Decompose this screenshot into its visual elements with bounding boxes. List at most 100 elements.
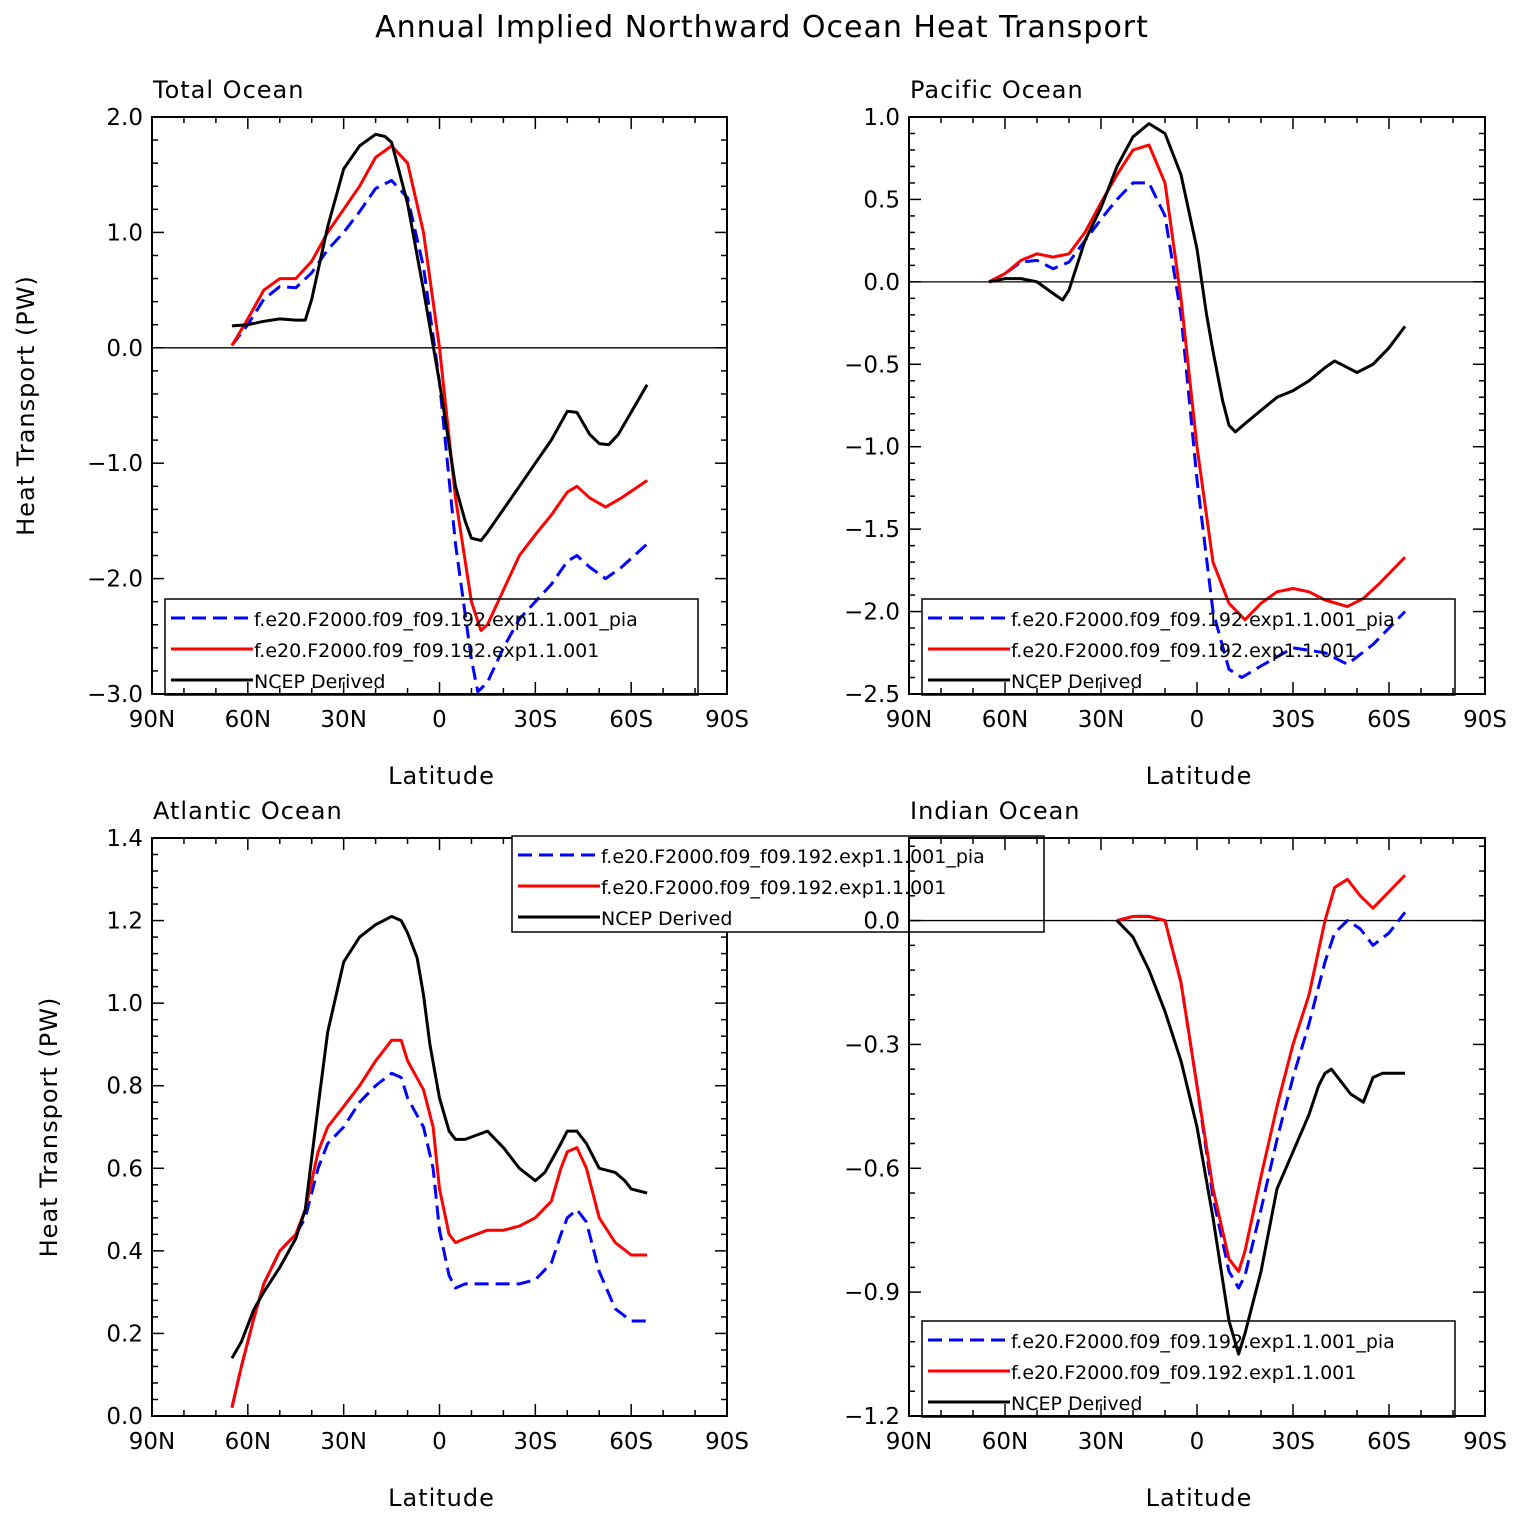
x-tick-label: 60N bbox=[982, 707, 1028, 733]
y-axis-label: Heat Transport (PW) bbox=[35, 997, 63, 1258]
legend-label: f.e20.F2000.f09_f09.192.exp1.1.001_pia bbox=[1011, 1331, 1395, 1353]
x-tick-label: 30N bbox=[320, 707, 366, 733]
series-line-3 bbox=[231, 132, 649, 542]
y-tick-label: 1.2 bbox=[106, 909, 143, 935]
panel-title: Indian Ocean bbox=[910, 797, 1081, 825]
series-line-1 bbox=[988, 181, 1407, 679]
x-tick-label: 60N bbox=[982, 1429, 1028, 1455]
x-tick-label: 90N bbox=[886, 707, 932, 733]
y-tick-label: −2.0 bbox=[87, 567, 143, 593]
y-tick-label: −0.3 bbox=[844, 1032, 900, 1058]
legend-label: f.e20.F2000.f09_f09.192.exp1.1.001_pia bbox=[1011, 609, 1395, 631]
legend-label: f.e20.F2000.f09_f09.192.exp1.1.001 bbox=[1011, 1362, 1356, 1384]
y-tick-label: 0.0 bbox=[106, 336, 143, 362]
y-axis-label: Heat Transport (PW) bbox=[12, 275, 40, 536]
series-line-3 bbox=[988, 122, 1407, 434]
y-tick-label: 0.0 bbox=[863, 270, 900, 296]
y-tick-label: 0.5 bbox=[863, 187, 900, 213]
x-tick-label: 0 bbox=[1190, 707, 1205, 733]
plot-frame bbox=[908, 837, 1486, 1417]
x-tick-label: 0 bbox=[1190, 1429, 1205, 1455]
x-tick-label: 30N bbox=[1078, 1429, 1124, 1455]
panel-4: 90N 60N 30N 0 30S 60S 90S −1.2 −0.9 −0.6 −0.3 0.0 In… bbox=[844, 797, 1507, 1512]
x-tick-label: 90N bbox=[886, 1429, 932, 1455]
x-tick-label: 30S bbox=[513, 707, 557, 733]
y-tick-label: −0.9 bbox=[844, 1280, 900, 1306]
legend-label: f.e20.F2000.f09_f09.192.exp1.1.001_pia bbox=[254, 609, 638, 631]
panel-title: Atlantic Ocean bbox=[153, 797, 343, 825]
y-tick-label: −1.0 bbox=[87, 451, 143, 477]
y-tick-label: −0.5 bbox=[844, 352, 900, 378]
panel-3: 90N 60N 30N 0 30S 60S 90S 0.0 0.2 0.4 0.6 0.8 1.0 1.2… bbox=[35, 797, 1045, 1512]
legend: f.e20.F2000.f09_f09.192.exp1.1.001_pia f.… bbox=[511, 835, 1045, 933]
x-tick-label: 90S bbox=[705, 1429, 749, 1455]
y-tick-label: 2.0 bbox=[106, 105, 143, 131]
y-tick-label: −0.6 bbox=[844, 1156, 900, 1182]
y-tick-label: −1.2 bbox=[844, 1404, 900, 1430]
legend: f.e20.F2000.f09_f09.192.exp1.1.001_pia f.… bbox=[164, 598, 699, 696]
figure-title: Annual Implied Northward Ocean Heat Tran… bbox=[375, 10, 1149, 45]
legend-label: f.e20.F2000.f09_f09.192.exp1.1.001 bbox=[1011, 640, 1356, 662]
y-tick-label: 1.0 bbox=[106, 991, 143, 1017]
legend-label: NCEP Derived bbox=[254, 671, 385, 693]
y-tick-label: −3.0 bbox=[87, 682, 143, 708]
x-tick-label: 60S bbox=[609, 1429, 653, 1455]
x-tick-label: 60N bbox=[225, 707, 271, 733]
legend: f.e20.F2000.f09_f09.192.exp1.1.001_pia f.… bbox=[921, 598, 1456, 696]
series-line-2 bbox=[988, 143, 1407, 622]
series-line-2 bbox=[1116, 874, 1407, 1273]
series-line-2 bbox=[230, 144, 648, 632]
legend-label: NCEP Derived bbox=[1011, 671, 1142, 693]
x-tick-label: 0 bbox=[432, 1429, 447, 1455]
y-tick-label: 0.4 bbox=[106, 1239, 143, 1265]
plot-frame bbox=[908, 116, 1486, 695]
x-axis-label: Latitude bbox=[388, 1484, 495, 1512]
panel-title: Pacific Ocean bbox=[910, 76, 1084, 104]
y-tick-label: 0.2 bbox=[106, 1321, 143, 1347]
y-tick-label: 1.0 bbox=[106, 220, 143, 246]
x-tick-label: 0 bbox=[432, 707, 447, 733]
series-line-3 bbox=[230, 914, 648, 1359]
legend: f.e20.F2000.f09_f09.192.exp1.1.001_pia f.… bbox=[921, 1320, 1456, 1418]
plot-frame bbox=[151, 837, 728, 1417]
panel-title: Total Ocean bbox=[152, 76, 304, 104]
x-tick-label: 90S bbox=[1463, 707, 1507, 733]
x-tick-label: 30S bbox=[1271, 707, 1315, 733]
legend-label: f.e20.F2000.f09_f09.192.exp1.1.001 bbox=[254, 640, 599, 662]
y-tick-label: 0.0 bbox=[863, 909, 900, 935]
series-line-1 bbox=[230, 179, 649, 694]
x-tick-label: 90S bbox=[1463, 1429, 1507, 1455]
legend-label: f.e20.F2000.f09_f09.192.exp1.1.001_pia bbox=[601, 846, 985, 868]
x-axis-label: Latitude bbox=[1146, 1484, 1253, 1512]
x-axis-label: Latitude bbox=[1146, 762, 1253, 790]
x-tick-label: 60S bbox=[1367, 707, 1411, 733]
x-tick-label: 60S bbox=[609, 707, 653, 733]
x-tick-label: 90N bbox=[129, 1429, 175, 1455]
y-tick-label: 1.4 bbox=[106, 826, 143, 852]
y-tick-label: 0.6 bbox=[106, 1156, 143, 1182]
panel-1: 90N 60N 30N 0 30S 60S 90S −3.0 −2.0 −1.0 0.0 1.0 2.0… bbox=[12, 76, 749, 790]
y-tick-label: −2.0 bbox=[844, 600, 900, 626]
y-tick-label: 0.8 bbox=[106, 1074, 143, 1100]
x-tick-label: 60S bbox=[1367, 1429, 1411, 1455]
plot-frame bbox=[151, 116, 728, 695]
x-tick-label: 30S bbox=[513, 1429, 557, 1455]
x-tick-label: 60N bbox=[225, 1429, 271, 1455]
y-tick-label: −1.0 bbox=[844, 435, 900, 461]
legend-label: f.e20.F2000.f09_f09.192.exp1.1.001 bbox=[601, 877, 946, 899]
panel-2: 90N 60N 30N 0 30S 60S 90S −2.5 −2.0 −1.5 −1.0 −0.5 0… bbox=[844, 76, 1507, 790]
y-tick-label: −1.5 bbox=[844, 517, 900, 543]
legend-label: NCEP Derived bbox=[601, 908, 732, 930]
x-axis-label: Latitude bbox=[388, 762, 495, 790]
series-line-3 bbox=[1115, 919, 1405, 1356]
x-tick-label: 90N bbox=[129, 707, 175, 733]
x-tick-label: 30N bbox=[1078, 707, 1124, 733]
y-tick-label: 1.0 bbox=[863, 105, 900, 131]
x-tick-label: 30N bbox=[320, 1429, 366, 1455]
legend-label: NCEP Derived bbox=[1011, 1393, 1142, 1415]
y-tick-label: −2.5 bbox=[844, 682, 900, 708]
y-tick-label: 0.0 bbox=[106, 1404, 143, 1430]
x-tick-label: 90S bbox=[705, 707, 749, 733]
